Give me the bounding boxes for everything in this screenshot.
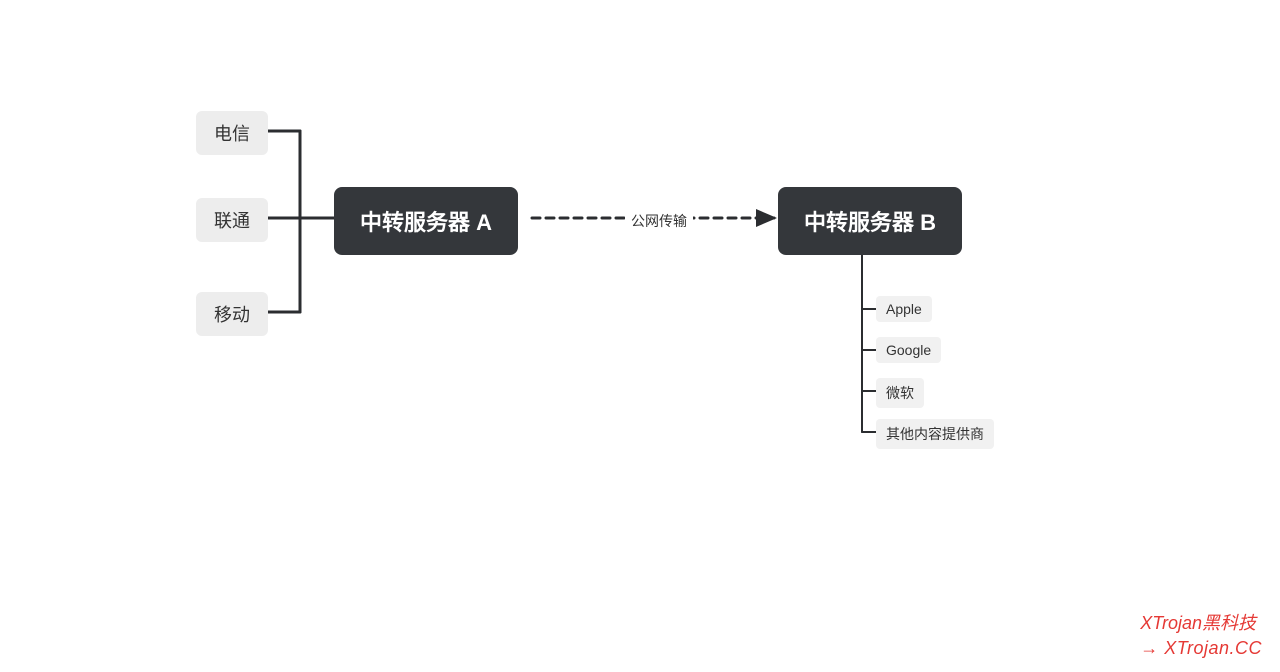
edge-label-text: 公网传输 bbox=[631, 213, 687, 229]
provider-label: 微软 bbox=[886, 385, 914, 401]
provider-label: Apple bbox=[886, 301, 922, 317]
connectors-svg bbox=[0, 0, 1280, 672]
isp-label: 移动 bbox=[214, 305, 250, 325]
isp-node-mobile: 移动 bbox=[196, 292, 268, 336]
provider-label: 其他内容提供商 bbox=[886, 426, 984, 442]
edge-label-public-net: 公网传输 bbox=[625, 209, 693, 233]
provider-node-other: 其他内容提供商 bbox=[876, 419, 994, 449]
provider-label: Google bbox=[886, 342, 931, 358]
server-node-b: 中转服务器 B bbox=[778, 187, 962, 255]
watermark-line1: XTrojan黑科技 bbox=[1140, 611, 1262, 635]
isp-node-unicom: 联通 bbox=[196, 198, 268, 242]
relay-topology-diagram: 电信 联通 移动 中转服务器 A 中转服务器 B 公网传输 Apple Goog… bbox=[0, 0, 1280, 672]
provider-node-apple: Apple bbox=[876, 296, 932, 322]
provider-node-ms: 微软 bbox=[876, 378, 924, 408]
server-node-a: 中转服务器 A bbox=[334, 187, 518, 255]
isp-label: 联通 bbox=[214, 211, 250, 231]
watermark-line2: → XTrojan.CC bbox=[1140, 636, 1262, 660]
isp-label: 电信 bbox=[214, 124, 250, 144]
provider-node-google: Google bbox=[876, 337, 941, 363]
isp-node-telecom: 电信 bbox=[196, 111, 268, 155]
server-label: 中转服务器 B bbox=[804, 210, 936, 235]
server-label: 中转服务器 A bbox=[360, 210, 492, 235]
watermark: XTrojan黑科技 → XTrojan.CC bbox=[1140, 611, 1262, 660]
